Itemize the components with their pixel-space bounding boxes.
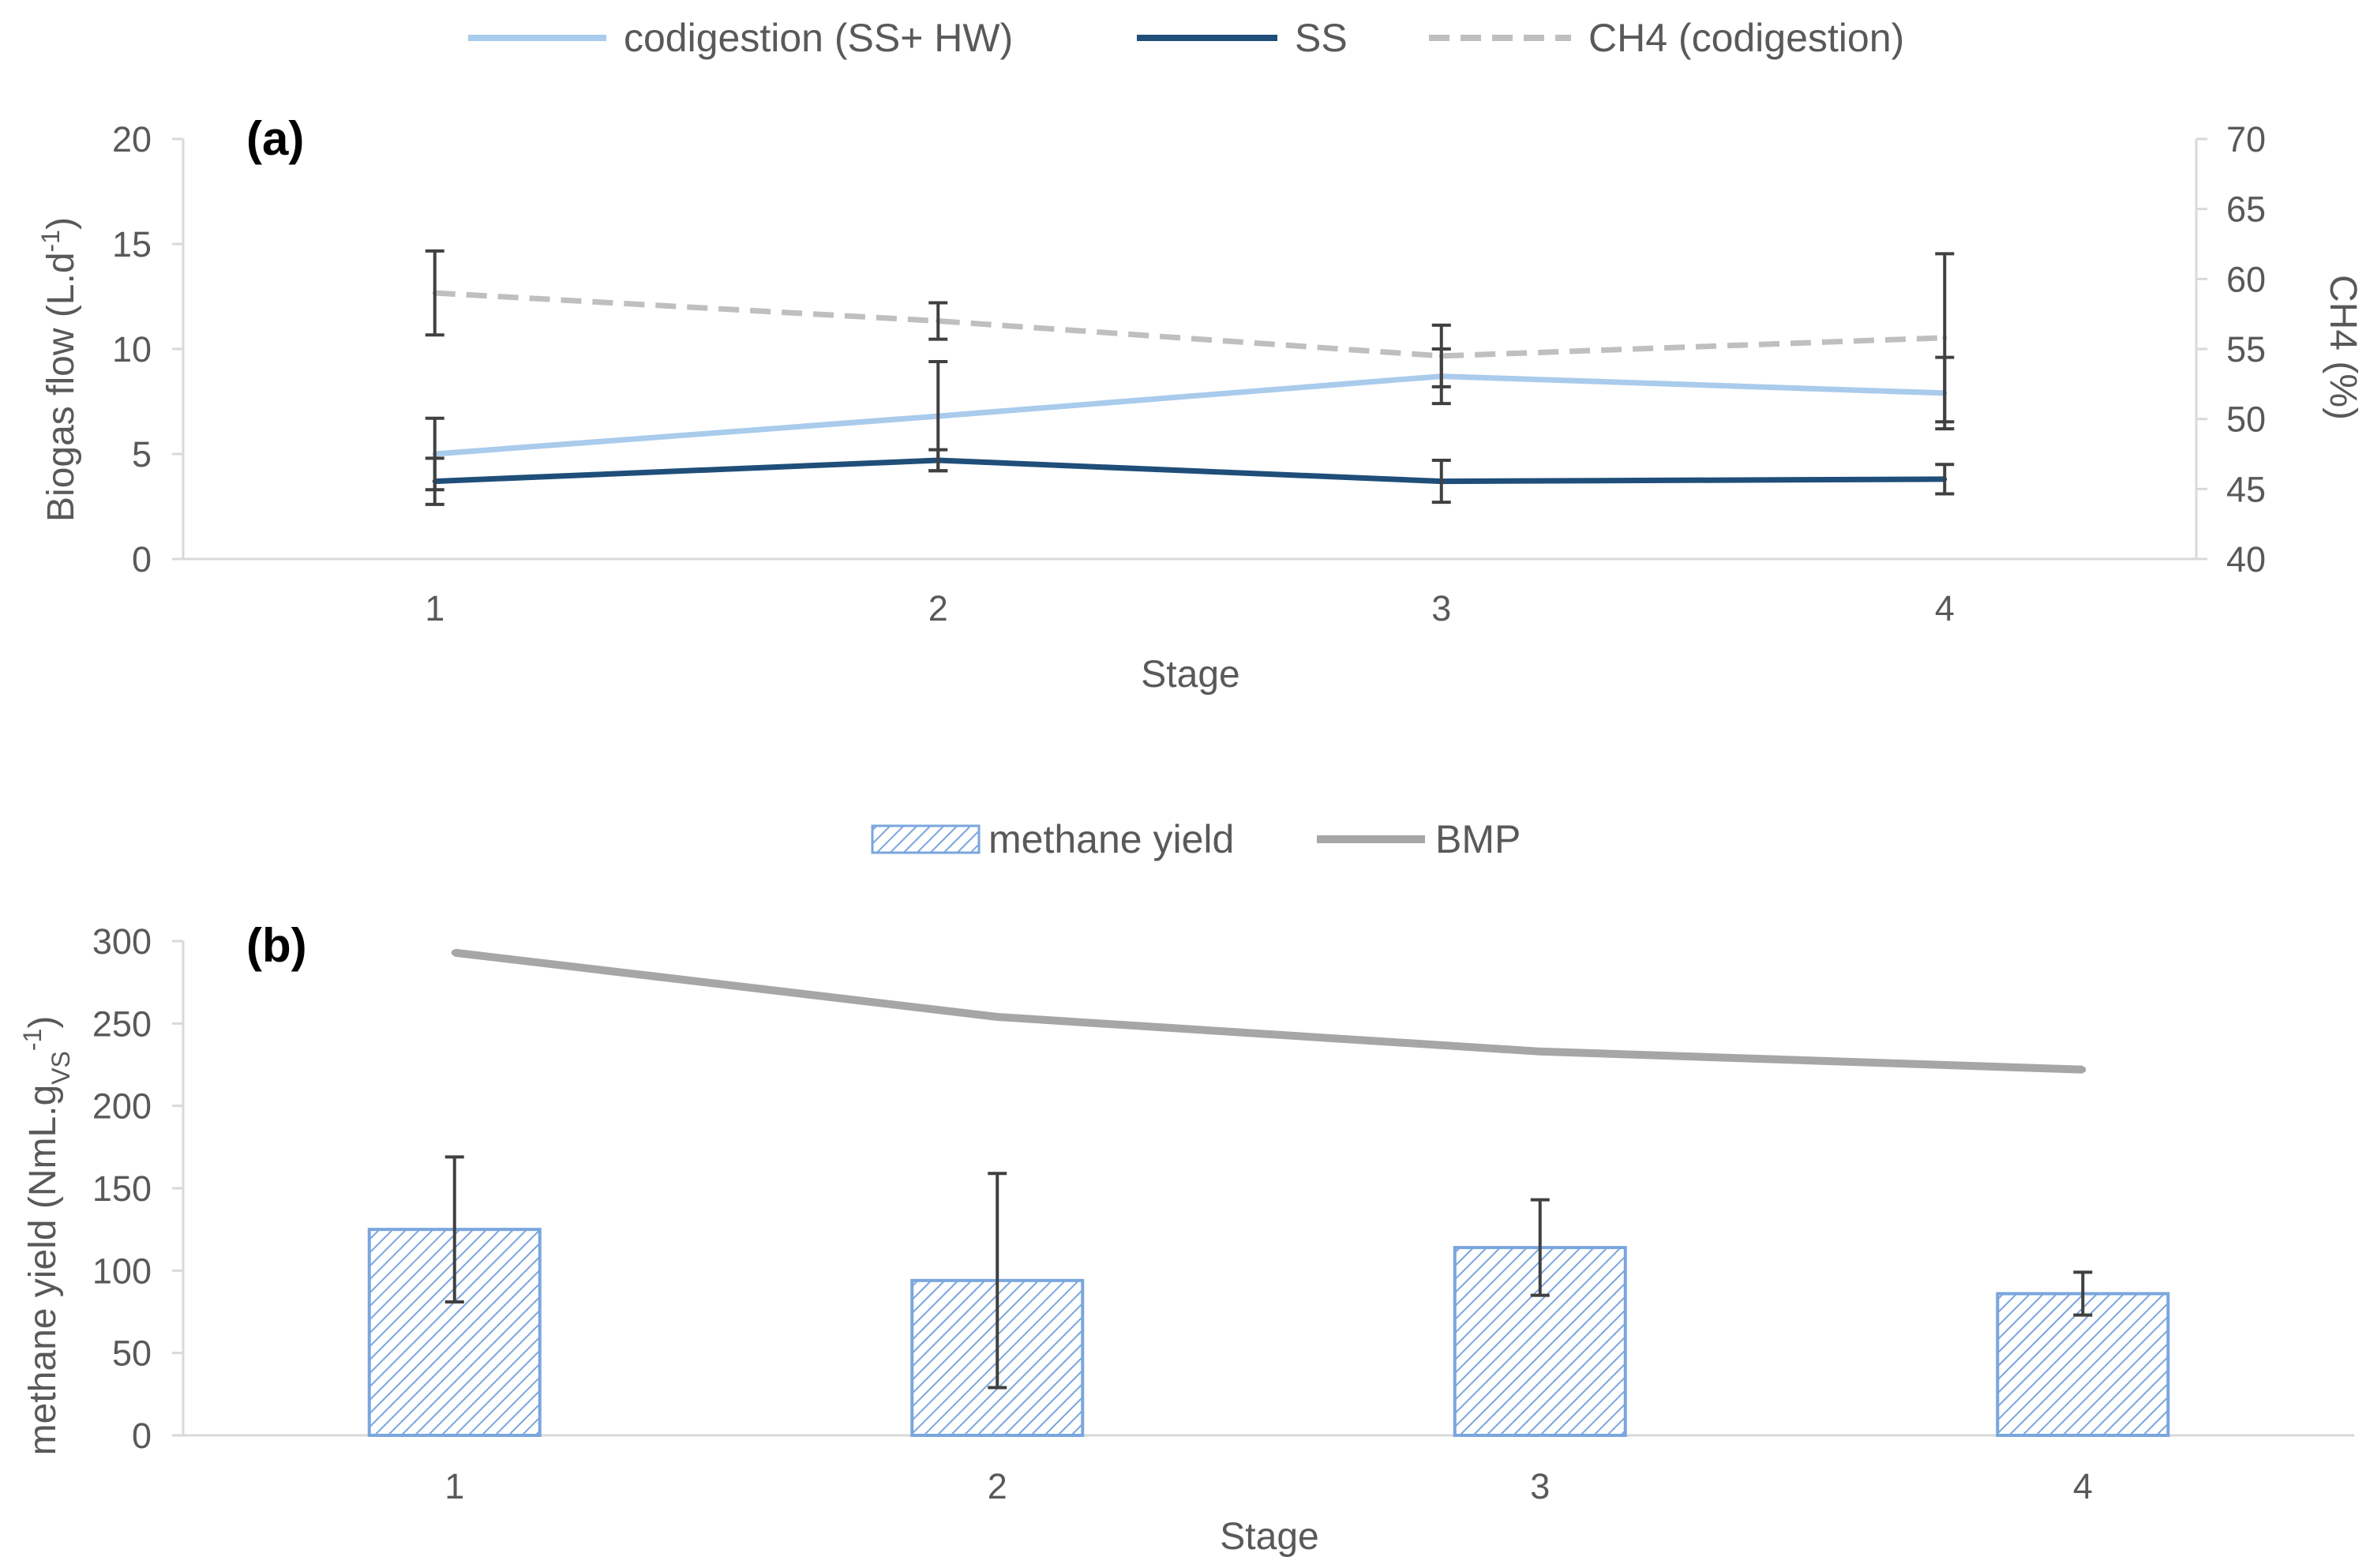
x-tick-label-a: 3 bbox=[1431, 588, 1451, 628]
y-tick-label-b: 150 bbox=[92, 1168, 152, 1209]
y-tick-label-b: 250 bbox=[92, 1003, 152, 1044]
y2-tick-label-a: 50 bbox=[2226, 400, 2266, 440]
y-axis-title-a: Biogas flow (L.d-1) bbox=[36, 217, 82, 522]
legend-a: codigestion (SS+ HW) SS CH4 (codigestion) bbox=[468, 16, 1904, 60]
y-tick-label-b: 200 bbox=[92, 1086, 152, 1127]
series-line-a-2 bbox=[434, 290, 1945, 359]
x-tick-label-a: 1 bbox=[425, 588, 444, 628]
x-tick-labels-a: 1 2 3 4 bbox=[425, 588, 1955, 628]
x-axis-title-a: Stage bbox=[1141, 654, 1239, 696]
y-tick-label-b: 300 bbox=[92, 921, 152, 962]
bar-b-3 bbox=[1996, 1292, 2170, 1437]
y-tick-label-a: 15 bbox=[112, 224, 152, 264]
chart-a: codigestion (SS+ HW) SS CH4 (codigestion) … bbox=[36, 16, 2364, 696]
x-tick-labels-b: 1 2 3 4 bbox=[444, 1466, 2093, 1506]
y2-tick-label-a: 65 bbox=[2226, 189, 2266, 230]
y-tick-label-b: 50 bbox=[112, 1334, 152, 1374]
legend-label-a-0: codigestion (SS+ HW) bbox=[624, 16, 1013, 60]
y2-tick-label-a: 70 bbox=[2226, 119, 2266, 159]
y-tick-label-a: 10 bbox=[112, 329, 152, 369]
bmp-point-b bbox=[994, 1013, 1001, 1020]
x-axis-title-b: Stage bbox=[1220, 1516, 1318, 1558]
x-tick-label-a: 4 bbox=[1935, 588, 1955, 628]
y-tick-label-a: 5 bbox=[132, 434, 152, 475]
y2-tick-label-a: 40 bbox=[2226, 539, 2266, 580]
x-tick-label-b: 1 bbox=[444, 1466, 464, 1506]
legend-label-a-2: CH4 (codigestion) bbox=[1588, 16, 1904, 60]
chart-b: methane yield BMP (b) 050100150200250300 … bbox=[18, 817, 2354, 1558]
y-axis-title-b: methane yield (NmL.gVS-1) bbox=[18, 1016, 75, 1456]
y-tick-label-b: 100 bbox=[92, 1251, 152, 1291]
legend-label-a-1: SS bbox=[1295, 16, 1348, 60]
y-tick-label-a: 20 bbox=[112, 119, 152, 159]
y-tick-label-a: 0 bbox=[132, 539, 152, 580]
axes-a bbox=[172, 137, 2207, 561]
y2-tick-labels-a: 40 45 50 55 60 65 70 bbox=[2226, 119, 2266, 580]
bmp-point-b bbox=[451, 949, 458, 956]
y-tick-labels-a: 0 5 10 15 20 bbox=[112, 119, 152, 580]
panel-label-b: (b) bbox=[246, 919, 307, 972]
x-tick-label-a: 2 bbox=[928, 588, 948, 628]
panel-label-a: (a) bbox=[246, 112, 304, 165]
series-line-a-0 bbox=[434, 373, 1945, 457]
bmp-point-b bbox=[1536, 1048, 1543, 1055]
series-line-a-1 bbox=[434, 457, 1945, 485]
bmp-line-b bbox=[454, 948, 2083, 1074]
y-tick-label-b: 0 bbox=[132, 1416, 152, 1456]
legend-swatch-b-0 bbox=[871, 824, 981, 854]
y2-tick-label-a: 55 bbox=[2226, 329, 2266, 369]
bmp-point-b bbox=[2079, 1066, 2087, 1073]
legend-label-b-0: methane yield bbox=[988, 817, 1234, 861]
series-a bbox=[425, 249, 1955, 506]
y2-tick-label-a: 45 bbox=[2226, 469, 2266, 509]
x-tick-label-b: 3 bbox=[1530, 1466, 1550, 1506]
legend-b: methane yield BMP bbox=[871, 817, 1521, 861]
series-b bbox=[367, 948, 2170, 1438]
legend-label-b-1: BMP bbox=[1435, 817, 1521, 861]
y2-tick-label-a: 60 bbox=[2226, 259, 2266, 299]
x-tick-label-b: 2 bbox=[988, 1466, 1007, 1506]
y-tick-labels-b: 0 50 100 150 200 250 300 bbox=[92, 921, 152, 1456]
y2-axis-title-a: CH4 (%) bbox=[2322, 275, 2364, 420]
axes-b bbox=[172, 940, 2354, 1437]
x-tick-label-b: 4 bbox=[2073, 1466, 2093, 1506]
